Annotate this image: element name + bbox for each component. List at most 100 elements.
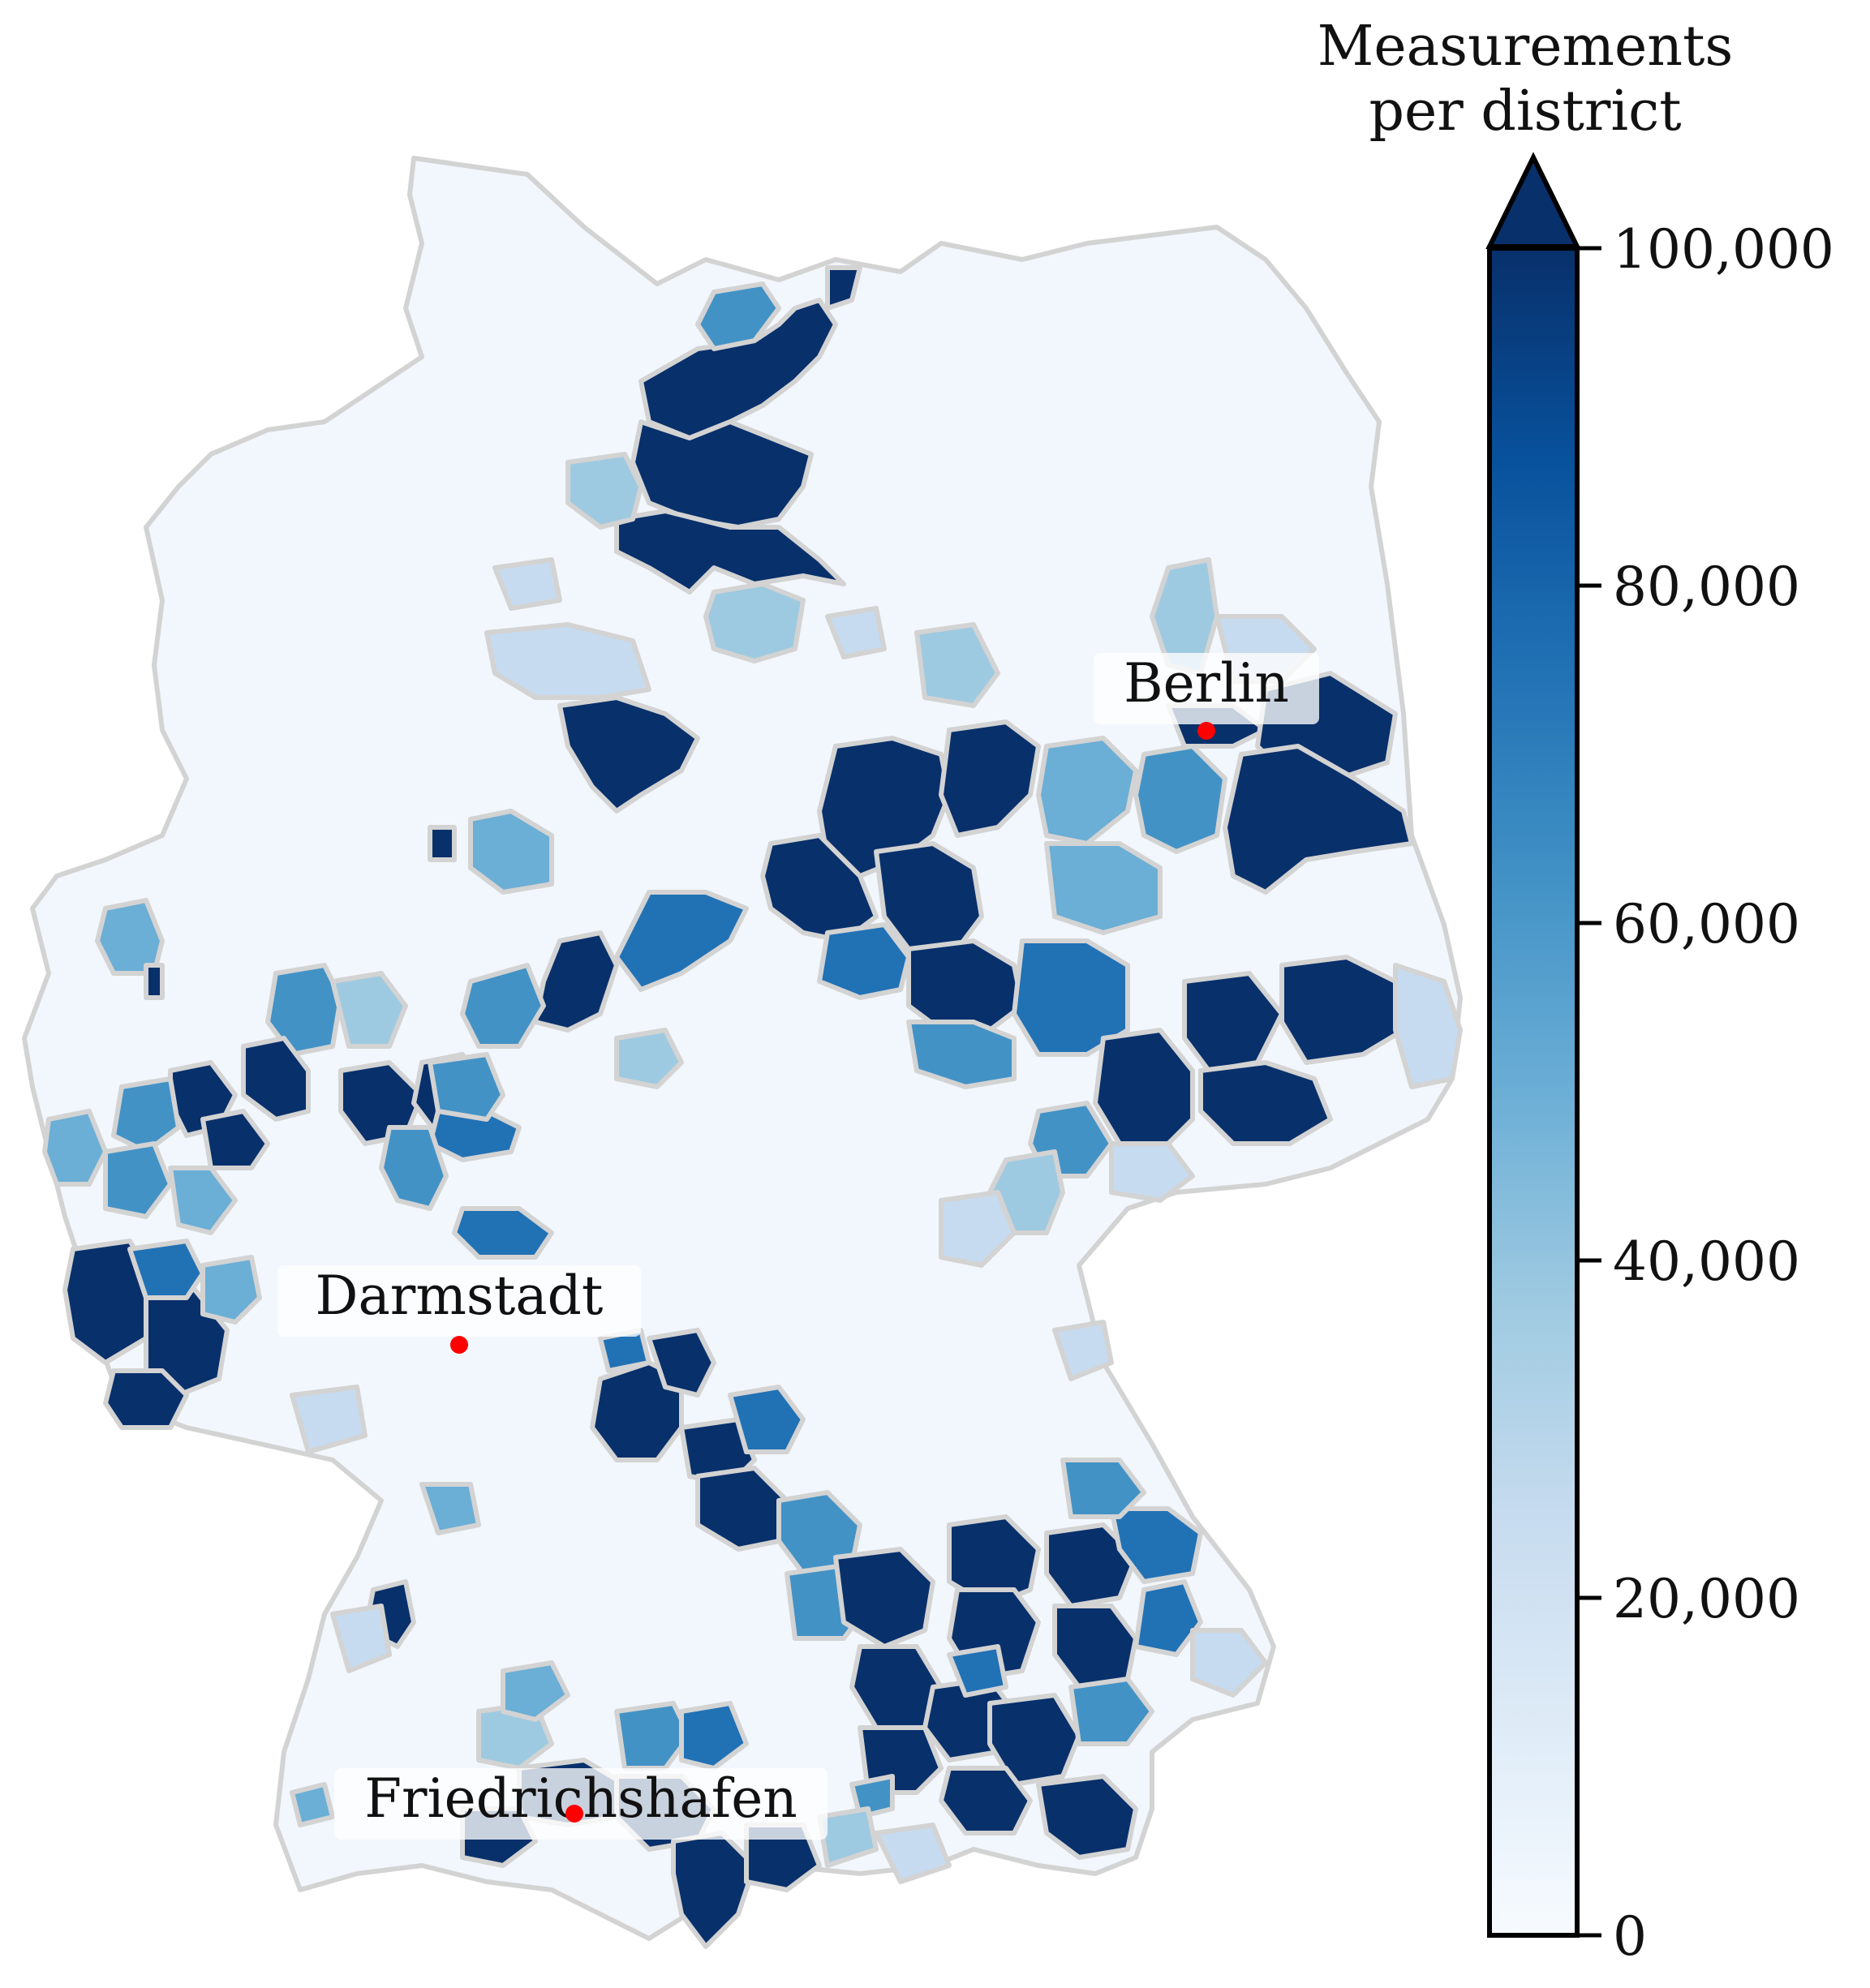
district [849, 1774, 895, 1819]
district [1109, 1506, 1203, 1584]
district [817, 1806, 879, 1868]
colorbar-extend-arrow [1485, 152, 1581, 249]
district [906, 1020, 1017, 1089]
district [1190, 1628, 1268, 1698]
district [42, 1109, 108, 1187]
district [95, 898, 165, 976]
district [330, 971, 408, 1049]
district [728, 1385, 806, 1454]
district [484, 622, 651, 700]
district [939, 1766, 1033, 1836]
district [939, 1190, 1017, 1268]
city-darmstadt: Darmstadt [277, 1265, 641, 1354]
city-markers: Berlin Darmstadt Friedrichshafen [277, 652, 1319, 1840]
city-label-friedrichshafen: Friedrichshafen [364, 1767, 797, 1830]
district [379, 1125, 449, 1211]
district [825, 606, 887, 659]
district [647, 1328, 716, 1398]
district [428, 1052, 505, 1122]
district [1198, 1060, 1333, 1146]
city-label-darmstadt: Darmstadt [316, 1265, 604, 1327]
city-label-background [277, 1265, 641, 1337]
district [947, 1644, 1008, 1698]
district [1060, 1458, 1146, 1519]
district [1052, 1320, 1114, 1381]
district [127, 1239, 205, 1300]
colorbar-tick-label: 80,000 [1613, 556, 1800, 618]
district [1068, 1677, 1154, 1746]
colorbar-title-line2: per district [1369, 79, 1681, 144]
district [614, 1701, 692, 1771]
district [1133, 1579, 1203, 1657]
district [1393, 963, 1463, 1089]
city-berlin: Berlin [1094, 652, 1319, 740]
district [557, 695, 700, 814]
district [290, 1782, 335, 1827]
city-marker-berlin [1197, 722, 1215, 740]
district [987, 1693, 1081, 1787]
colorbar-bar [1487, 246, 1580, 1938]
colorbar-title-line1: Measurements [1318, 15, 1734, 79]
district [103, 1141, 173, 1219]
district [703, 582, 806, 663]
district [452, 1206, 554, 1260]
colorbar-ticks: 100,000 80,000 60,000 40,000 20,000 0 [1577, 218, 1834, 1968]
colorbar-tick-label: 100,000 [1613, 218, 1834, 281]
district [460, 963, 546, 1049]
city-label-background [334, 1768, 828, 1840]
district [1279, 955, 1406, 1065]
district [501, 1660, 570, 1722]
district [144, 963, 165, 1000]
district [200, 1109, 270, 1170]
district [833, 1547, 935, 1649]
district [874, 841, 984, 951]
district [428, 825, 457, 862]
district [330, 1604, 392, 1673]
district [1109, 1141, 1195, 1203]
colorbar-tick-label: 0 [1613, 1905, 1647, 1968]
colorbar-legend: Measurements per district 100,000 80,000 6… [1318, 15, 1834, 1968]
district [241, 1036, 311, 1122]
district [419, 1482, 481, 1535]
city-marker-darmstadt [450, 1336, 468, 1354]
district [533, 930, 619, 1033]
district [1036, 736, 1138, 846]
district [914, 622, 1000, 708]
germany-district-map [22, 156, 1463, 1949]
district [111, 1076, 181, 1154]
colorbar-tick-label: 40,000 [1613, 1230, 1800, 1293]
district [1223, 744, 1414, 895]
district [614, 1028, 684, 1089]
district [565, 452, 643, 530]
city-marker-friedrichshafen [565, 1805, 583, 1823]
district [817, 922, 911, 1000]
district [939, 719, 1041, 838]
city-friedrichshafen: Friedrichshafen [334, 1767, 828, 1840]
district [103, 1368, 189, 1430]
city-label-berlin: Berlin [1124, 652, 1289, 715]
district [168, 1166, 238, 1235]
district [1044, 841, 1163, 935]
district [1044, 1522, 1138, 1608]
district [265, 963, 343, 1057]
district [614, 509, 846, 595]
district [614, 890, 749, 992]
district [468, 809, 554, 895]
district [1036, 1774, 1138, 1860]
district [1093, 1028, 1195, 1154]
district [590, 1360, 684, 1462]
colorbar-tick-label: 60,000 [1613, 893, 1800, 955]
district [825, 265, 862, 311]
district [492, 557, 562, 611]
city-label-background [1094, 653, 1319, 724]
district [200, 1255, 262, 1325]
colorbar-tick-label: 20,000 [1613, 1568, 1800, 1630]
district [671, 1831, 757, 1949]
district [630, 419, 814, 530]
district [1133, 744, 1227, 854]
district [947, 1514, 1041, 1608]
district [290, 1385, 368, 1454]
district [906, 938, 1025, 1033]
district [874, 1823, 952, 1884]
